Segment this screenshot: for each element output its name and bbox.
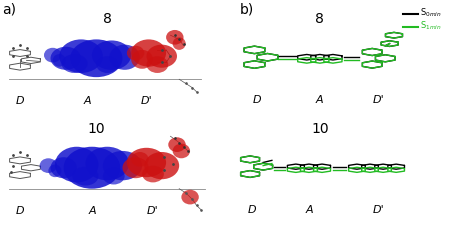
Text: D: D — [16, 96, 24, 106]
Text: a): a) — [2, 2, 17, 16]
Text: S$_{0min}$: S$_{0min}$ — [420, 7, 442, 19]
Ellipse shape — [59, 40, 103, 74]
Ellipse shape — [51, 47, 81, 71]
Ellipse shape — [92, 41, 131, 71]
Text: 10: 10 — [88, 121, 105, 135]
Text: A: A — [84, 96, 91, 106]
Text: A: A — [88, 205, 96, 215]
Ellipse shape — [173, 144, 190, 159]
Ellipse shape — [62, 55, 88, 74]
Ellipse shape — [96, 57, 118, 74]
Ellipse shape — [182, 190, 199, 205]
Text: D': D' — [373, 204, 384, 214]
Ellipse shape — [166, 31, 183, 45]
Text: D: D — [248, 204, 256, 214]
Ellipse shape — [48, 165, 62, 177]
Text: D: D — [252, 95, 261, 105]
Ellipse shape — [173, 38, 186, 51]
Ellipse shape — [144, 152, 179, 180]
Text: D': D' — [373, 95, 384, 105]
Ellipse shape — [73, 167, 99, 186]
Ellipse shape — [103, 151, 142, 180]
Text: D': D' — [147, 205, 159, 215]
Ellipse shape — [146, 57, 168, 74]
Ellipse shape — [127, 47, 144, 61]
Ellipse shape — [64, 147, 120, 189]
Text: b): b) — [239, 2, 254, 16]
Ellipse shape — [44, 49, 62, 63]
Ellipse shape — [127, 148, 166, 177]
Ellipse shape — [109, 45, 140, 71]
Text: D: D — [16, 205, 24, 215]
Text: A: A — [305, 204, 313, 214]
Ellipse shape — [53, 55, 66, 67]
Ellipse shape — [70, 40, 122, 78]
Text: 8: 8 — [315, 12, 324, 26]
Text: 10: 10 — [311, 121, 328, 135]
Ellipse shape — [103, 168, 125, 185]
Text: S$_{1min}$: S$_{1min}$ — [420, 19, 442, 32]
Ellipse shape — [40, 159, 57, 173]
Ellipse shape — [122, 158, 149, 178]
Ellipse shape — [131, 152, 149, 167]
Ellipse shape — [85, 147, 129, 180]
Ellipse shape — [51, 158, 77, 178]
Ellipse shape — [168, 138, 186, 152]
Ellipse shape — [146, 45, 177, 68]
Text: A: A — [316, 95, 324, 105]
Ellipse shape — [55, 147, 99, 183]
Ellipse shape — [131, 51, 153, 69]
Text: 8: 8 — [103, 12, 112, 26]
Ellipse shape — [131, 40, 166, 67]
Ellipse shape — [142, 166, 164, 183]
Text: D': D' — [141, 96, 152, 106]
